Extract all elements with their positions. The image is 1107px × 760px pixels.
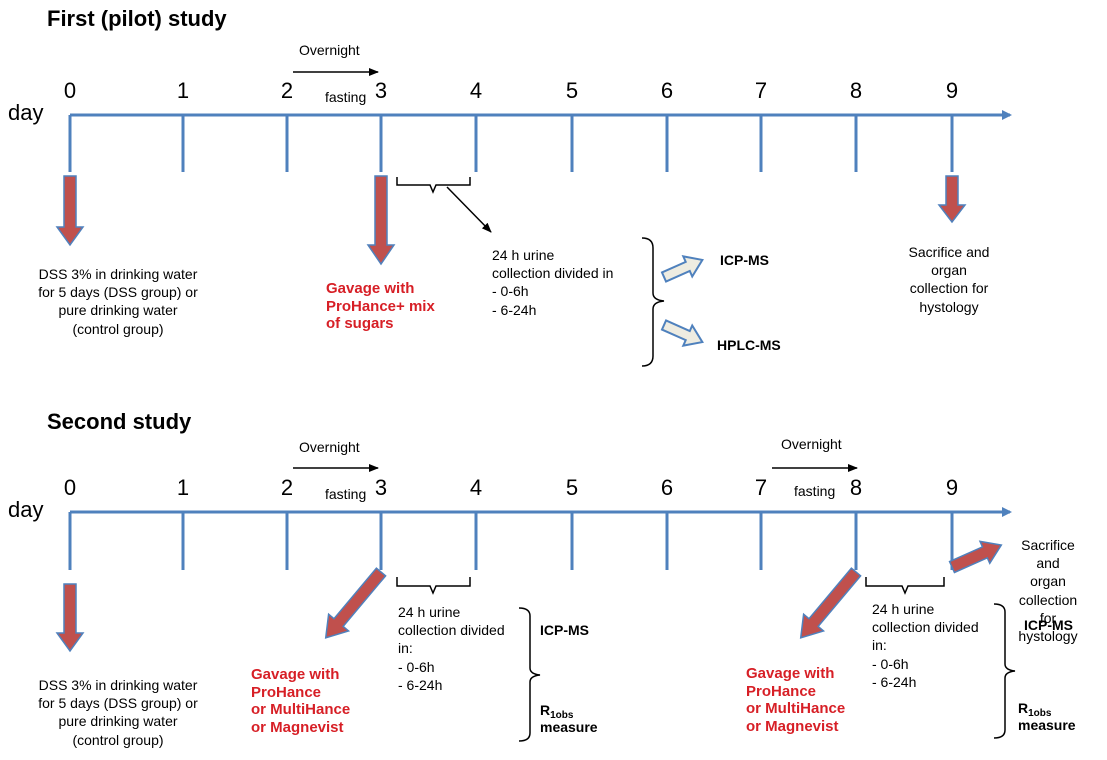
second-gavage-note-1: Gavage with ProHance or MultiHance or Ma…: [251, 666, 351, 737]
r1-subscript: 1obs: [1028, 708, 1052, 719]
pilot-day0-red-arrow: [55, 175, 85, 247]
pilot-day-1: 1: [176, 78, 190, 103]
pilot-dss-note: DSS 3% in drinking water for 5 days (DSS…: [38, 266, 198, 337]
second-timeline: [68, 507, 1012, 570]
pilot-day-9: 9: [945, 78, 959, 103]
pilot-icpms-label: ICP-MS: [720, 252, 769, 268]
pilot-day-5: 5: [565, 78, 579, 103]
second-day-9: 9: [945, 475, 959, 500]
second-dss-note: DSS 3% in drinking water for 5 days (DSS…: [38, 677, 198, 748]
pilot-timeline: [68, 110, 1012, 172]
pilot-results-brace: [641, 237, 665, 367]
second-sacrifice-note: Sacrifice and organ collection for hysto…: [1018, 537, 1078, 644]
second-measure-label-2: measure: [1018, 717, 1076, 733]
pilot-bracket-pointer: [446, 186, 492, 233]
second-urine-note-2: 24 h urine collection divided in: - 0-6h…: [872, 601, 979, 690]
r1-symbol: R: [540, 702, 551, 718]
second-overnight-label-1: Overnight: [299, 439, 360, 455]
second-urine-bracket-2: [865, 577, 945, 595]
second-gavage-note-2: Gavage with ProHance or MultiHance or Ma…: [746, 665, 846, 736]
second-day-0: 0: [63, 475, 77, 500]
second-icpms-label-1: ICP-MS: [540, 622, 589, 638]
second-title: Second study: [47, 409, 192, 434]
second-results-brace-2: [993, 603, 1016, 739]
pilot-day-4: 4: [469, 78, 483, 103]
second-day-4: 4: [469, 475, 483, 500]
second-r1obs-label-2: R1obs: [1018, 700, 1051, 720]
second-day-7: 7: [754, 475, 768, 500]
second-urine-note-1: 24 h urine collection divided in: - 0-6h…: [398, 604, 505, 693]
pilot-urine-bracket: [396, 177, 471, 194]
second-day3-red-arrow: [324, 567, 387, 639]
second-day-1: 1: [176, 475, 190, 500]
second-day-5: 5: [565, 475, 579, 500]
pilot-day-7: 7: [754, 78, 768, 103]
pilot-hplcms-label: HPLC-MS: [717, 337, 781, 353]
r1-symbol: R: [1018, 700, 1029, 716]
second-day8-red-arrow: [799, 567, 862, 639]
second-measure-label-1: measure: [540, 719, 598, 735]
pilot-day-3: 3: [374, 78, 388, 103]
pilot-day3-red-arrow: [366, 175, 396, 266]
pilot-title: First (pilot) study: [47, 6, 227, 31]
pilot-day9-red-arrow: [937, 175, 967, 224]
second-day-3: 3: [374, 475, 388, 500]
second-icpms-label-2: ICP-MS: [1024, 617, 1073, 633]
pilot-gavage-note: Gavage with ProHance+ mix of sugars: [326, 280, 435, 333]
pilot-day-label: day: [8, 100, 44, 125]
pilot-sacrifice-note: Sacrifice and organ collection for hysto…: [908, 244, 990, 315]
second-fasting-label-2: fasting: [794, 483, 836, 499]
second-day9-red-arrow: [948, 540, 1003, 574]
second-r1obs-label-1: R1obs: [540, 702, 573, 722]
second-fasting-label-1: fasting: [325, 486, 367, 502]
pilot-hplcms-block-arrow: [660, 319, 704, 347]
second-day-2: 2: [280, 475, 294, 500]
pilot-day-8: 8: [849, 78, 863, 103]
pilot-icpms-block-arrow: [660, 255, 704, 283]
pilot-urine-note: 24 h urine collection divided in - 0-6h …: [492, 247, 614, 318]
pilot-day-6: 6: [660, 78, 674, 103]
r1-subscript: 1obs: [550, 710, 574, 721]
pilot-day-2: 2: [280, 78, 294, 103]
second-day0-red-arrow: [55, 583, 85, 653]
second-day-8: 8: [849, 475, 863, 500]
second-day-label: day: [8, 497, 44, 522]
pilot-fasting-label: fasting: [325, 89, 367, 105]
pilot-day-0: 0: [63, 78, 77, 103]
second-day-6: 6: [660, 475, 674, 500]
second-results-brace-1: [518, 607, 541, 742]
pilot-overnight-label: Overnight: [299, 42, 360, 58]
second-urine-bracket-1: [396, 577, 471, 595]
second-overnight-label-2: Overnight: [781, 436, 842, 452]
